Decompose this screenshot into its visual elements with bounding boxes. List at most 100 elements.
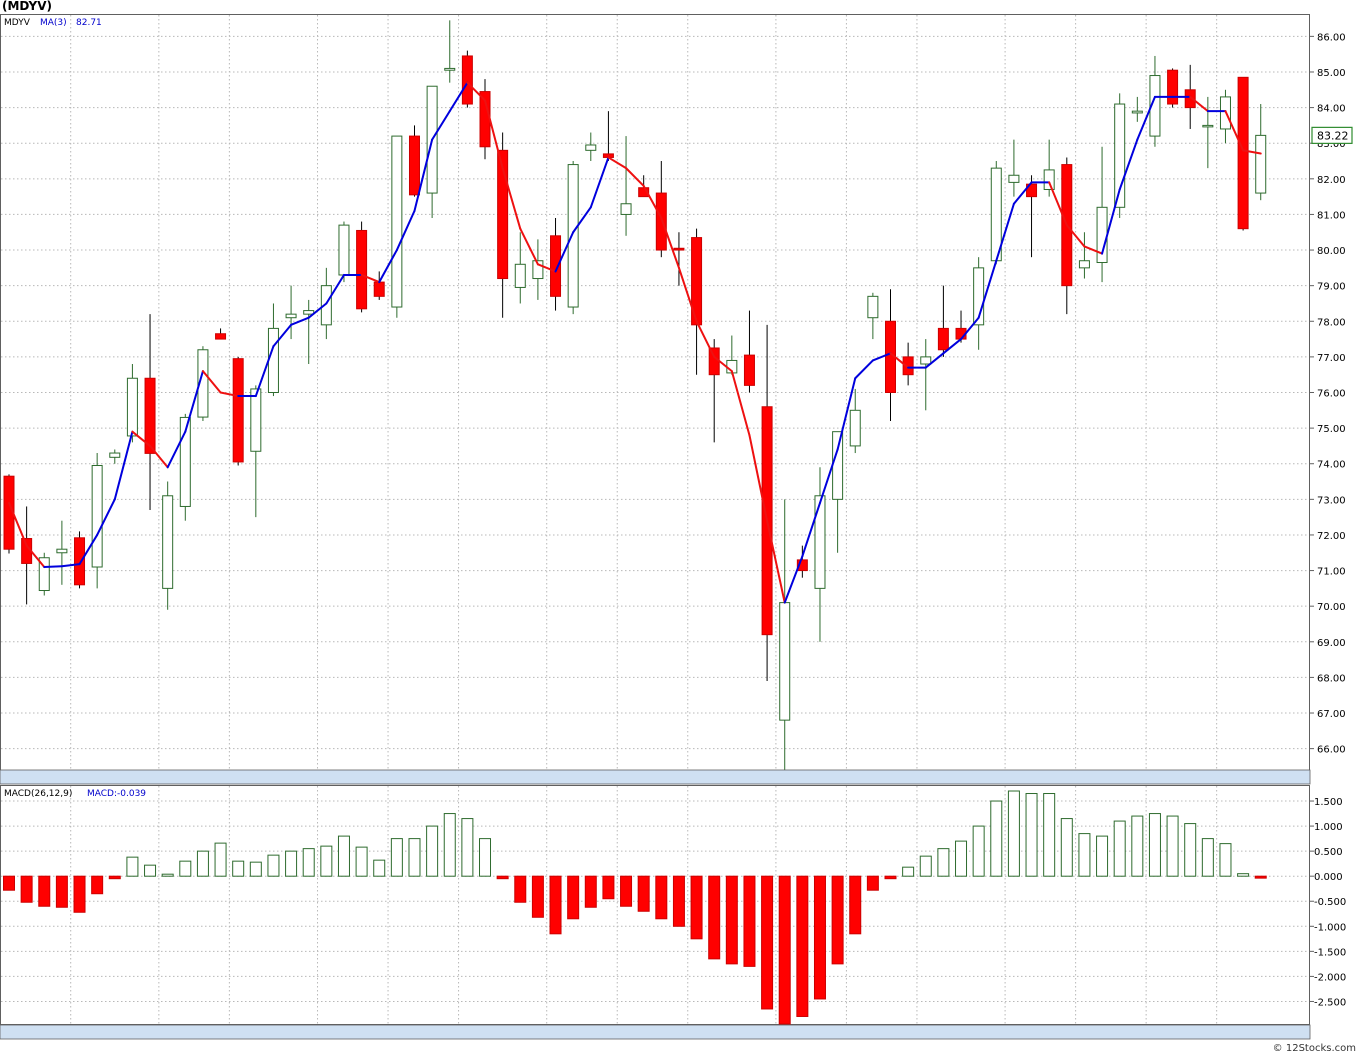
macd-bar	[1184, 823, 1197, 877]
price-y-tick-label: 67.00	[1317, 709, 1346, 720]
ma-segment	[131, 430, 152, 447]
candle-body	[444, 67, 456, 71]
candle-body	[1237, 76, 1249, 230]
ma-segment	[572, 206, 592, 234]
macd-bar	[20, 875, 33, 903]
ma-segment	[1048, 181, 1068, 227]
ma-segment	[1065, 224, 1086, 248]
macd-bar	[990, 800, 1003, 877]
macd-bar	[1113, 820, 1126, 877]
macd-bar	[1237, 873, 1250, 877]
macd-y-tick-label: -1.500	[1314, 947, 1346, 958]
macd-bar	[108, 875, 121, 880]
candle-body	[514, 263, 526, 288]
ma-segment	[166, 430, 187, 469]
macd-bar	[496, 875, 509, 880]
ma-segment	[1224, 110, 1245, 152]
ma-segment	[977, 259, 998, 319]
macd-y-tick-label: -1.000	[1314, 922, 1346, 933]
ma-segment	[448, 81, 469, 113]
ma-segment	[360, 273, 381, 284]
price-y-tick-label: 76.00	[1317, 389, 1346, 400]
candle-body	[91, 465, 103, 568]
ma-segment	[942, 338, 963, 355]
macd-bar	[1043, 793, 1056, 877]
macd-bar	[249, 861, 262, 877]
macd-panel-frame	[0, 785, 1310, 1025]
price-y-tick-label: 81.00	[1317, 210, 1346, 221]
macd-bar	[1078, 833, 1091, 877]
macd-bar	[831, 875, 844, 965]
candle-body	[144, 377, 156, 454]
macd-bar	[813, 875, 826, 1000]
ma-segment	[1242, 149, 1262, 155]
macd-y-tick-label: -0.500	[1314, 897, 1346, 908]
macd-bar	[55, 875, 68, 908]
macd-bar	[144, 864, 157, 877]
price-y-tick-label: 66.00	[1317, 745, 1346, 756]
macd-bar	[620, 875, 633, 907]
candle-body	[550, 235, 562, 297]
macd-bar	[1148, 813, 1161, 877]
ma-segment	[96, 498, 116, 536]
ma-segment	[1118, 138, 1139, 191]
macd-bar	[1025, 793, 1038, 877]
ma-segment	[8, 501, 28, 547]
macd-bar	[602, 875, 615, 900]
candle-body	[320, 285, 332, 326]
candle-body	[814, 495, 826, 589]
price-y-tick-label: 84.00	[1317, 104, 1346, 115]
ma-segment	[1189, 95, 1209, 113]
candle-body	[867, 295, 879, 319]
ma-segment	[642, 184, 663, 219]
ma-segment	[924, 352, 945, 369]
price-y-tick-label: 77.00	[1317, 353, 1346, 364]
price-y-tick-label: 74.00	[1317, 460, 1346, 471]
macd-bar	[161, 873, 174, 877]
ma-segment	[713, 355, 733, 373]
ma-segment	[113, 430, 134, 501]
candle-body	[567, 164, 579, 308]
ma-segment	[1136, 95, 1156, 141]
macd-bar	[937, 848, 950, 877]
candle-body	[937, 327, 949, 351]
ma-segment	[413, 138, 434, 212]
macd-bar	[73, 875, 86, 913]
ma-segment	[290, 316, 310, 326]
macd-y-tick-label: -2.000	[1314, 972, 1346, 983]
price-y-tick-label: 69.00	[1317, 638, 1346, 649]
candle-body	[832, 431, 844, 500]
ma-segment	[607, 156, 628, 170]
macd-bar	[796, 875, 809, 1017]
ma-segment	[625, 167, 645, 187]
macd-bar	[743, 875, 756, 967]
price-y-tick-label: 75.00	[1317, 424, 1346, 435]
candle-body	[338, 224, 350, 276]
price-y-tick-label: 85.00	[1317, 68, 1346, 79]
macd-bar	[479, 838, 492, 877]
macd-bar	[761, 875, 774, 1010]
macd-bar	[302, 848, 315, 877]
macd-bar	[1131, 815, 1144, 877]
ma-segment	[995, 202, 1015, 262]
candle-body	[232, 358, 244, 463]
macd-bar	[902, 866, 915, 877]
macd-bar	[866, 875, 879, 891]
macd-bar	[778, 875, 791, 1025]
macd-bar	[320, 845, 333, 877]
last-price-value: 83.22	[1317, 129, 1349, 142]
macd-x-axis-band	[0, 1024, 1311, 1040]
ma-segment	[272, 323, 293, 348]
candle-body	[1255, 134, 1267, 194]
candle-body	[620, 203, 632, 215]
candle-body	[1114, 103, 1126, 208]
ma-segment	[466, 81, 487, 102]
ma-segment	[219, 391, 240, 398]
ma-segment	[395, 209, 416, 252]
macd-y-tick-label: 0.000	[1314, 872, 1343, 883]
macd-bar	[725, 875, 738, 965]
candle-body	[197, 349, 209, 418]
macd-bar	[849, 875, 862, 935]
ma-segment	[1012, 181, 1033, 205]
candle-body	[179, 416, 191, 507]
